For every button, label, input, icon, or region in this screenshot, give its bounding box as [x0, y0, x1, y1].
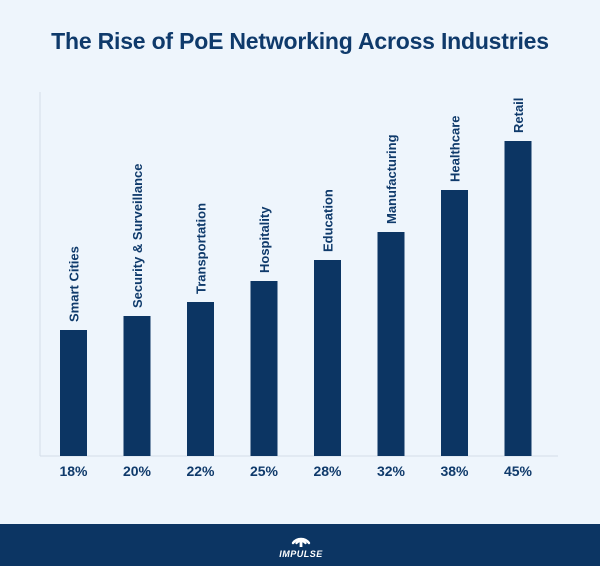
value-label-2: 22%: [186, 463, 215, 479]
bar-4: [314, 260, 341, 456]
category-label-3: Hospitality: [257, 206, 272, 273]
category-label-6: Healthcare: [448, 116, 463, 182]
bar-3: [250, 281, 278, 456]
category-label-2: Transportation: [194, 203, 209, 294]
category-label-5: Manufacturing: [384, 134, 399, 224]
value-label-6: 38%: [440, 463, 469, 479]
bar-6: [441, 190, 468, 456]
bar-chart: Smart Cities Security & Surveillance Trans…: [39, 92, 558, 479]
category-labels-layer: Smart Cities Security & Surveillance Trans…: [67, 98, 527, 322]
bar-1: [123, 316, 151, 456]
bars-layer: [60, 141, 532, 456]
value-label-4: 28%: [313, 463, 342, 479]
bar-5: [377, 232, 405, 456]
value-label-5: 32%: [377, 463, 406, 479]
bar-7: [504, 141, 532, 456]
category-label-7: Retail: [511, 98, 526, 133]
category-label-4: Education: [321, 189, 336, 252]
category-label-1: Security & Surveillance: [130, 163, 145, 308]
value-label-3: 25%: [250, 463, 279, 479]
value-labels-layer: 18% 20% 22% 25% 28% 32% 38% 45%: [59, 463, 532, 479]
category-label-0: Smart Cities: [67, 246, 82, 322]
value-label-0: 18%: [59, 463, 88, 479]
impulse-signal-icon: [291, 537, 311, 547]
bar-2: [187, 302, 214, 456]
impulse-logo: IMPULSE: [271, 529, 331, 563]
footer-bar: IMPULSE: [0, 524, 600, 566]
brand-name: IMPULSE: [279, 549, 323, 559]
value-label-7: 45%: [504, 463, 533, 479]
value-label-1: 20%: [123, 463, 152, 479]
bar-0: [60, 330, 87, 456]
chart-title: The Rise of PoE Networking Across Indust…: [51, 28, 549, 54]
